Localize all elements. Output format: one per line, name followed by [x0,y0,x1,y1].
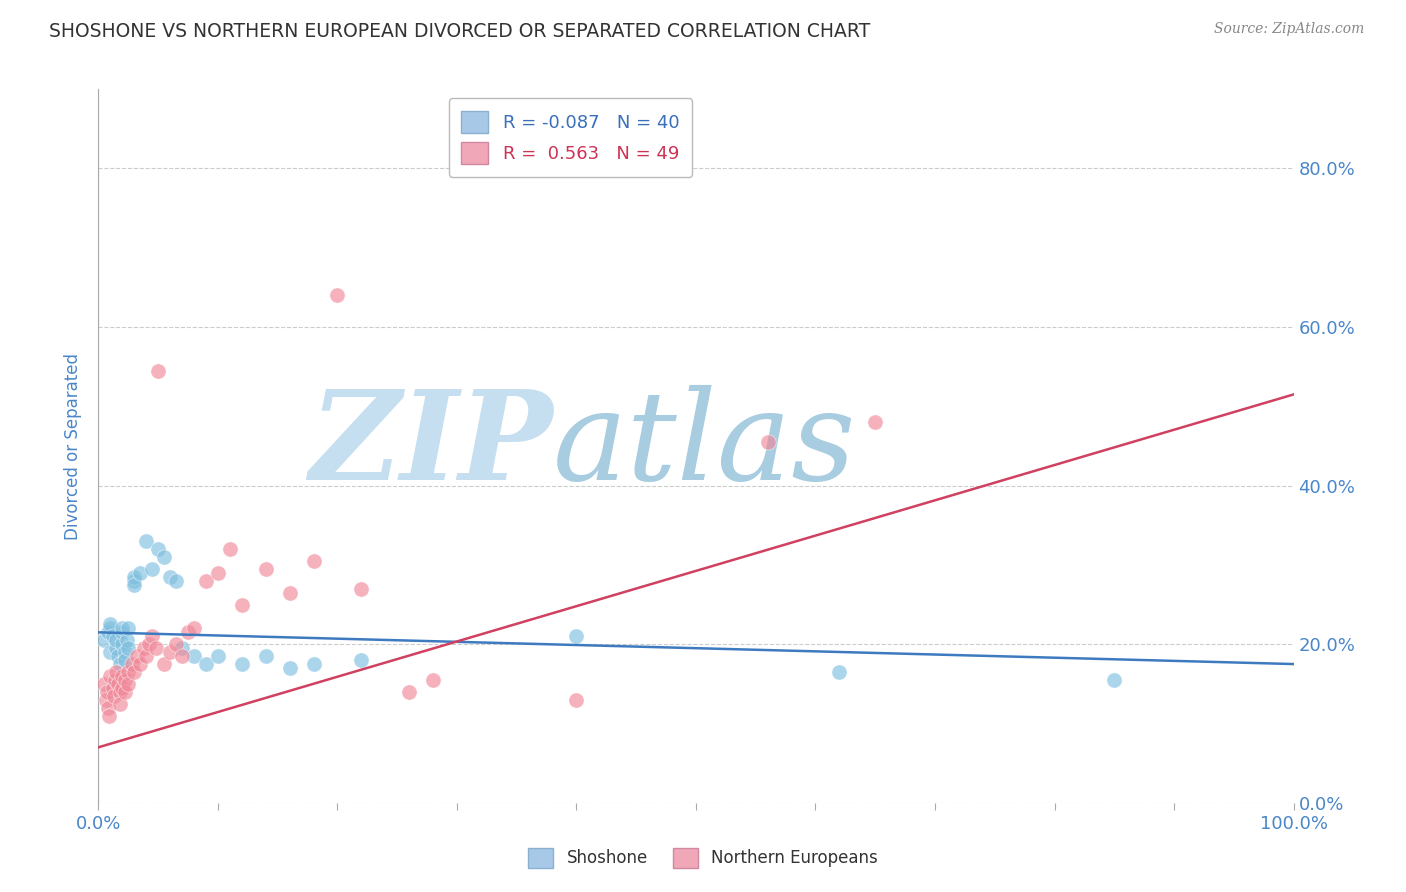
Point [98,621,122,635]
Point [219,542,242,557]
Point [172,649,194,664]
Text: atlas: atlas [553,385,856,507]
Point [141,562,163,576]
Point [124,570,146,584]
Point [159,645,181,659]
Point [422,673,444,687]
Point [129,566,152,580]
Point [756,435,779,450]
Point [207,649,229,664]
Point [828,665,851,679]
Point [565,692,588,706]
Point [207,566,229,580]
Point [103,689,125,703]
Point [231,657,253,671]
Point [153,657,176,671]
Point [254,649,277,664]
Point [108,697,131,711]
Point [132,641,155,656]
Y-axis label: Divorced or Separated: Divorced or Separated [65,352,83,540]
Text: SHOSHONE VS NORTHERN EUROPEAN DIVORCED OR SEPARATED CORRELATION CHART: SHOSHONE VS NORTHERN EUROPEAN DIVORCED O… [49,22,870,41]
Point [104,673,127,687]
Point [124,578,146,592]
Point [101,629,124,643]
Point [565,629,588,643]
Point [278,661,301,675]
Point [111,637,134,651]
Point [105,633,128,648]
Point [195,657,218,671]
Point [135,649,157,664]
Point [93,677,115,691]
Point [302,657,325,671]
Point [125,649,148,664]
Point [108,685,131,699]
Point [124,574,146,588]
Point [96,685,118,699]
Point [107,649,129,664]
Point [326,288,349,302]
Point [115,633,138,648]
Point [159,570,181,584]
Point [865,415,887,429]
Point [129,657,152,671]
Point [117,621,139,635]
Point [98,669,122,683]
Point [183,649,205,664]
Point [302,554,325,568]
Text: Source: ZipAtlas.com: Source: ZipAtlas.com [1213,22,1364,37]
Point [148,542,170,557]
Point [108,657,131,671]
Point [98,645,122,659]
Point [1104,673,1126,687]
Point [105,665,128,679]
Point [111,669,134,683]
Point [278,585,301,599]
Point [138,637,160,651]
Point [398,685,420,699]
Legend: Shoshone, Northern Europeans: Shoshone, Northern Europeans [522,841,884,875]
Point [195,574,218,588]
Point [101,681,124,695]
Point [124,665,146,679]
Point [107,677,129,691]
Point [97,700,120,714]
Point [98,617,122,632]
Point [114,685,136,699]
Point [350,582,373,596]
Point [254,562,277,576]
Point [172,641,194,656]
Point [114,673,136,687]
Point [117,665,139,679]
Point [98,708,121,723]
Point [177,625,200,640]
Point [93,633,115,648]
Point [117,677,139,691]
Point [111,621,134,635]
Point [145,641,167,656]
Point [165,574,187,588]
Point [114,653,136,667]
Legend: R = -0.087   N = 40, R =  0.563   N = 49: R = -0.087 N = 40, R = 0.563 N = 49 [449,98,692,177]
Point [105,641,128,656]
Point [165,637,187,651]
Point [111,625,134,640]
Point [94,692,117,706]
Point [141,629,163,643]
Point [153,549,176,564]
Point [231,598,253,612]
Point [350,653,373,667]
Point [97,625,120,640]
Point [135,534,157,549]
Point [111,681,134,695]
Point [121,657,143,671]
Point [183,621,205,635]
Point [114,645,136,659]
Text: ZIP: ZIP [309,385,553,507]
Point [117,641,139,656]
Point [148,364,170,378]
